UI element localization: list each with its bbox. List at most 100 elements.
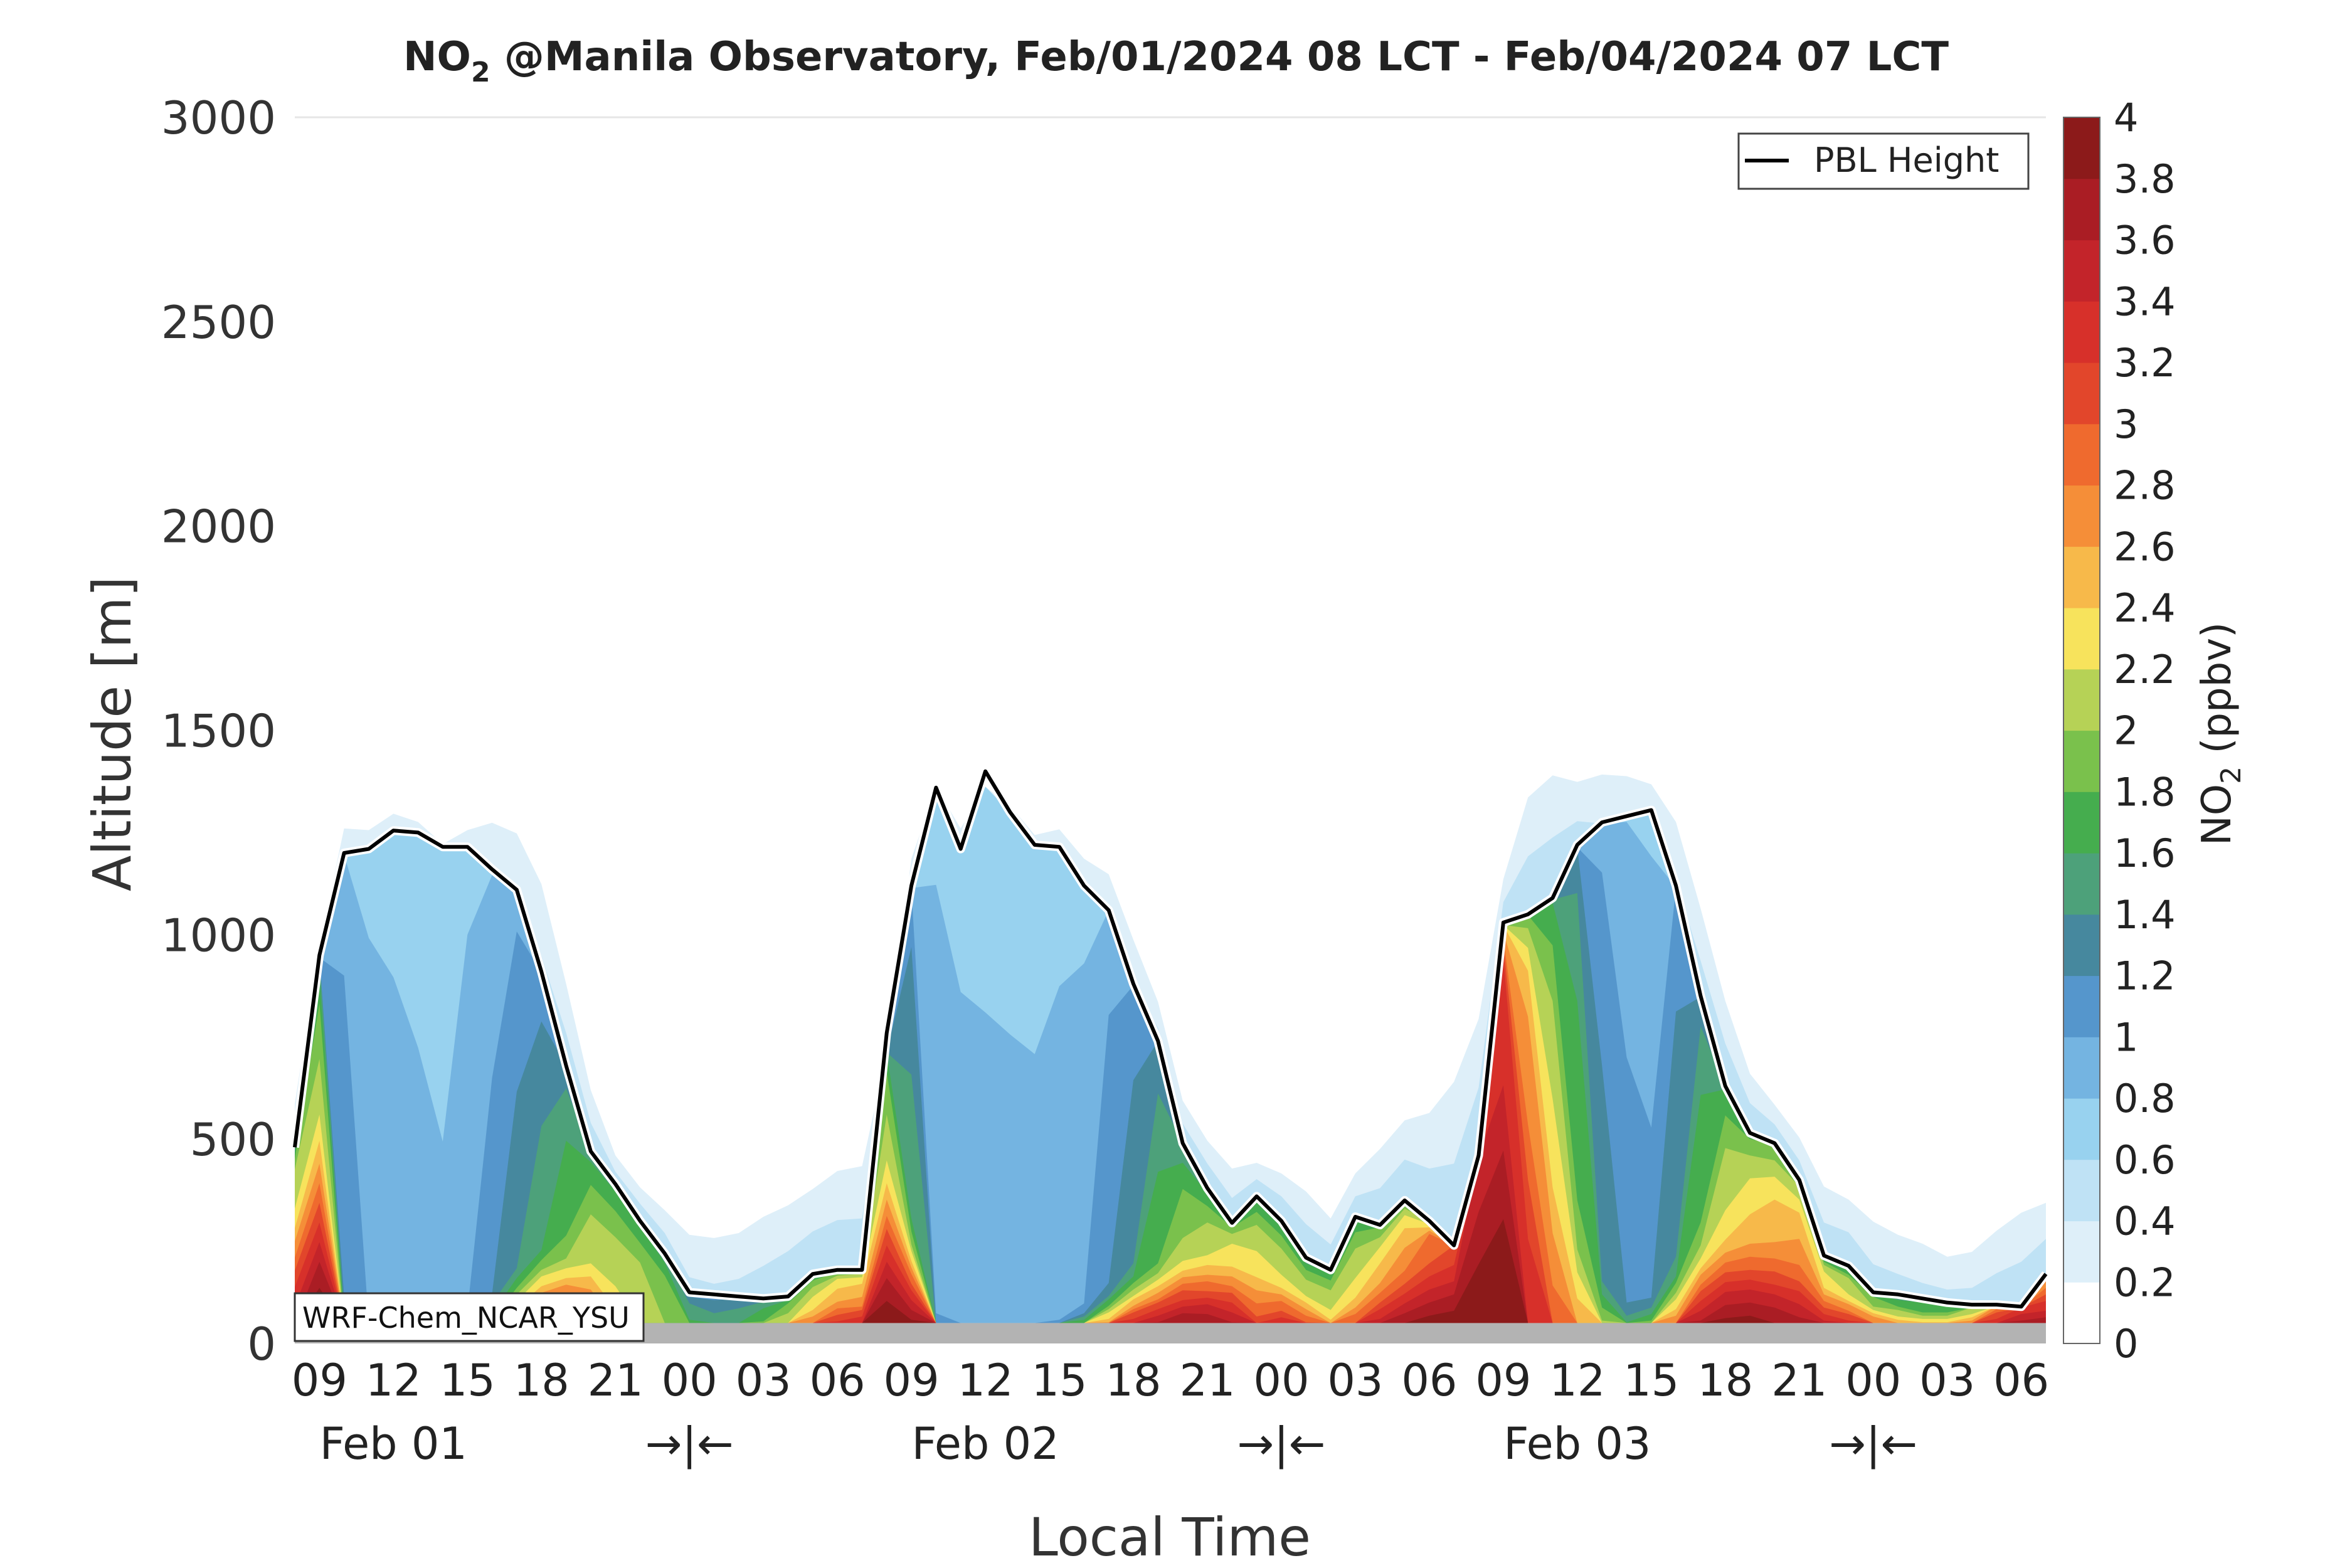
x-tick-label-6: 03 xyxy=(736,1355,792,1406)
contour-level-9 xyxy=(295,915,2046,1323)
y-tick-label-0: 0 xyxy=(247,1318,276,1370)
colorbar-swatch-14 xyxy=(2063,423,2100,486)
colorbar-swatch-3 xyxy=(2063,1098,2100,1160)
colorbar-tick-label-6: 1.2 xyxy=(2114,953,2176,999)
colorbar-swatch-17 xyxy=(2063,240,2100,302)
y-tick-label-2000: 2000 xyxy=(161,501,276,553)
legend-label: PBL Height xyxy=(1814,140,1999,180)
pbl-height-line xyxy=(293,769,2048,1309)
colorbar: 0 0.2 0.4 0.6 0.8 1 1.2 1.4 1.6 1.8 2 2.2 2.4 2.6 2.8 3… xyxy=(2063,95,2176,1367)
colorbar-swatch-10 xyxy=(2063,669,2100,731)
title-rest: @Manila Observatory, Feb/01/2024 08 LCT … xyxy=(490,34,1949,80)
model-annotation: WRF-Chem_NCAR_YSU xyxy=(302,1301,630,1335)
x-tick-label-8: 09 xyxy=(884,1355,940,1406)
x-tick-label-16: 09 xyxy=(1475,1355,1531,1406)
colorbar-tick-label-17: 3.4 xyxy=(2114,278,2176,324)
x-day-label-0: Feb 01 xyxy=(320,1418,467,1470)
title-species-subscript: 2 xyxy=(471,56,490,88)
colorbar-tick-label-15: 3 xyxy=(2114,401,2138,447)
x-tick-label-5: 00 xyxy=(662,1355,718,1406)
colorbar-swatch-11 xyxy=(2063,608,2100,670)
colorbar-tick-label-5: 1 xyxy=(2114,1014,2138,1060)
colorbar-tick-label-10: 2 xyxy=(2114,708,2138,754)
colorbar-swatch-4 xyxy=(2063,1037,2100,1099)
colorbar-label-units: (ppbv) xyxy=(2194,622,2240,766)
colorbar-label-species: NO xyxy=(2194,784,2240,845)
x-tick-label-11: 18 xyxy=(1105,1355,1161,1406)
title-species: NO xyxy=(403,34,471,80)
x-tick-label-21: 00 xyxy=(1845,1355,1901,1406)
colorbar-swatch-12 xyxy=(2063,546,2100,608)
x-tick-label-18: 15 xyxy=(1623,1355,1679,1406)
colorbar-swatch-6 xyxy=(2063,914,2100,977)
x-axis-label: Local Time xyxy=(1029,1507,1311,1568)
x-tick-label-17: 12 xyxy=(1549,1355,1605,1406)
y-tick-label-500: 500 xyxy=(190,1113,276,1166)
x-tick-label-1: 12 xyxy=(366,1355,421,1406)
colorbar-swatch-16 xyxy=(2063,301,2100,363)
x-day-label-5: →|← xyxy=(1829,1418,1917,1470)
colorbar-tick-label-12: 2.4 xyxy=(2114,585,2176,631)
x-tick-label-14: 03 xyxy=(1327,1355,1383,1406)
x-tick-label-15: 06 xyxy=(1401,1355,1457,1406)
y-tick-label-1500: 1500 xyxy=(161,705,276,758)
colorbar-swatch-5 xyxy=(2063,975,2100,1037)
x-tick-label-19: 18 xyxy=(1697,1355,1753,1406)
colorbar-tick-label-18: 3.6 xyxy=(2114,218,2176,263)
colorbar-tick-label-3: 0.6 xyxy=(2114,1137,2176,1183)
x-tick-label-23: 06 xyxy=(1993,1355,2049,1406)
legend: PBL Height xyxy=(1737,132,2030,190)
colorbar-label-subscript: 2 xyxy=(2215,766,2247,784)
colorbar-swatch-15 xyxy=(2063,363,2100,425)
y-tick-label-3000: 3000 xyxy=(161,92,276,144)
colorbar-swatch-19 xyxy=(2063,117,2100,179)
x-day-label-3: →|← xyxy=(1237,1418,1326,1470)
x-tick-label-12: 21 xyxy=(1179,1355,1235,1406)
contour-level-6 xyxy=(295,847,2046,1323)
colorbar-swatch-13 xyxy=(2063,485,2100,547)
model-annotation-box xyxy=(294,1292,645,1342)
colorbar-tick-label-2: 0.4 xyxy=(2114,1199,2176,1244)
colorbar-tick-label-4: 0.8 xyxy=(2114,1076,2176,1121)
colorbar-tick-label-7: 1.4 xyxy=(2114,892,2176,938)
x-day-labels: Feb 01 →|← Feb 02 →|← Feb 03 →|← xyxy=(320,1418,1918,1470)
colorbar-swatch-1 xyxy=(2063,1221,2100,1283)
x-tick-label-0: 09 xyxy=(292,1355,347,1406)
x-tick-label-9: 12 xyxy=(958,1355,1014,1406)
x-tick-label-3: 18 xyxy=(514,1355,569,1406)
contour-field xyxy=(295,774,2046,1323)
y-tick-label-1000: 1000 xyxy=(161,909,276,961)
colorbar-tick-label-19: 3.8 xyxy=(2114,156,2176,202)
colorbar-tick-label-13: 2.6 xyxy=(2114,524,2176,569)
colorbar-tick-label-20: 4 xyxy=(2114,95,2138,140)
colorbar-frame xyxy=(2063,117,2100,1344)
x-tick-label-13: 00 xyxy=(1253,1355,1309,1406)
colorbar-swatch-7 xyxy=(2063,853,2100,915)
colorbar-tick-label-9: 1.8 xyxy=(2114,769,2176,815)
chart-title: NO2 @Manila Observatory, Feb/01/2024 08 … xyxy=(403,34,1949,88)
x-tick-label-7: 06 xyxy=(810,1355,866,1406)
x-day-label-4: Feb 03 xyxy=(1503,1418,1651,1470)
y-axis: 0 500 1000 1500 2000 2500 3000 xyxy=(161,92,276,1370)
colorbar-swatch-2 xyxy=(2063,1159,2100,1222)
colorbar-label: NO2 (ppbv) xyxy=(2194,622,2247,845)
colorbar-swatch-9 xyxy=(2063,730,2100,792)
y-tick-label-2500: 2500 xyxy=(161,296,276,349)
y-axis-label: Altitude [m] xyxy=(82,576,143,891)
colorbar-swatch-18 xyxy=(2063,178,2100,241)
colorbar-tick-label-16: 3.2 xyxy=(2114,340,2176,386)
x-tick-label-4: 21 xyxy=(588,1355,644,1406)
x-axis: 09 12 15 18 21 00 03 06 09 12 15 18 21 00 03 06 09 12 15 18… xyxy=(292,1355,2049,1406)
colorbar-swatch-8 xyxy=(2063,792,2100,854)
colorbar-tick-label-1: 0.2 xyxy=(2114,1259,2176,1305)
colorbar-swatch-0 xyxy=(2063,1282,2100,1344)
x-tick-label-20: 21 xyxy=(1771,1355,1827,1406)
colorbar-tick-label-11: 2.2 xyxy=(2114,647,2176,692)
x-tick-label-2: 15 xyxy=(440,1355,495,1406)
colorbar-tick-label-0: 0 xyxy=(2114,1321,2138,1367)
colorbar-tick-label-8: 1.6 xyxy=(2114,830,2176,876)
colorbar-tick-label-14: 2.8 xyxy=(2114,463,2176,509)
x-day-label-1: →|← xyxy=(645,1418,734,1470)
x-day-label-2: Feb 02 xyxy=(911,1418,1059,1470)
